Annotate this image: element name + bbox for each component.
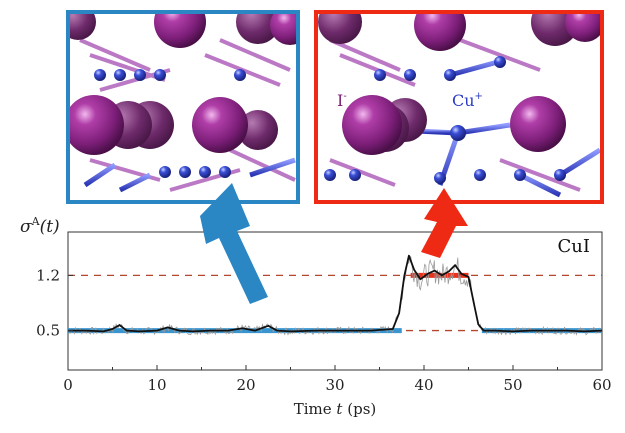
x-tick-label: 20 bbox=[236, 376, 255, 394]
x-tick-label: 30 bbox=[325, 376, 344, 394]
y-axis-ticks: 0.5 1.2 bbox=[36, 266, 73, 340]
x-tick-label: 0 bbox=[63, 376, 73, 394]
right-panel-frame bbox=[314, 10, 604, 204]
x-tick-label: 60 bbox=[592, 376, 611, 394]
state-lines bbox=[68, 272, 602, 334]
x-tick-label: 50 bbox=[503, 376, 522, 394]
iodide-atoms-left bbox=[68, 12, 298, 155]
raw-signal bbox=[67, 254, 603, 336]
copper-atoms-left bbox=[94, 69, 246, 178]
smoothed-signal bbox=[68, 254, 603, 333]
x-axis-ticks: 0 10 20 30 40 50 60 bbox=[63, 365, 612, 394]
left-panel-frame bbox=[66, 10, 300, 204]
x-tick-label: 40 bbox=[414, 376, 433, 394]
iodide-atoms-right bbox=[342, 12, 602, 155]
x-axis-label: Time t (ps) bbox=[294, 400, 377, 418]
blue-arrow bbox=[200, 183, 268, 304]
y-tick-label: 1.2 bbox=[36, 266, 60, 284]
raw-signal-line bbox=[67, 254, 603, 336]
copper-label: Cu+ bbox=[452, 91, 483, 110]
plot-frame bbox=[67, 231, 603, 371]
red-arrow bbox=[421, 188, 468, 258]
smoothed-signal-line bbox=[68, 254, 603, 333]
left-structure-panel bbox=[68, 12, 298, 202]
copper-atoms-right bbox=[324, 56, 566, 184]
y-axis-label: σA(t) bbox=[20, 215, 60, 237]
material-label: CuI bbox=[558, 236, 590, 257]
reference-lines bbox=[68, 274, 602, 332]
y-tick-label: 0.5 bbox=[36, 322, 60, 340]
x-tick-label: 10 bbox=[147, 376, 166, 394]
iodide-label: I- bbox=[337, 91, 347, 110]
right-structure-panel: I- Cu+ bbox=[316, 12, 602, 202]
